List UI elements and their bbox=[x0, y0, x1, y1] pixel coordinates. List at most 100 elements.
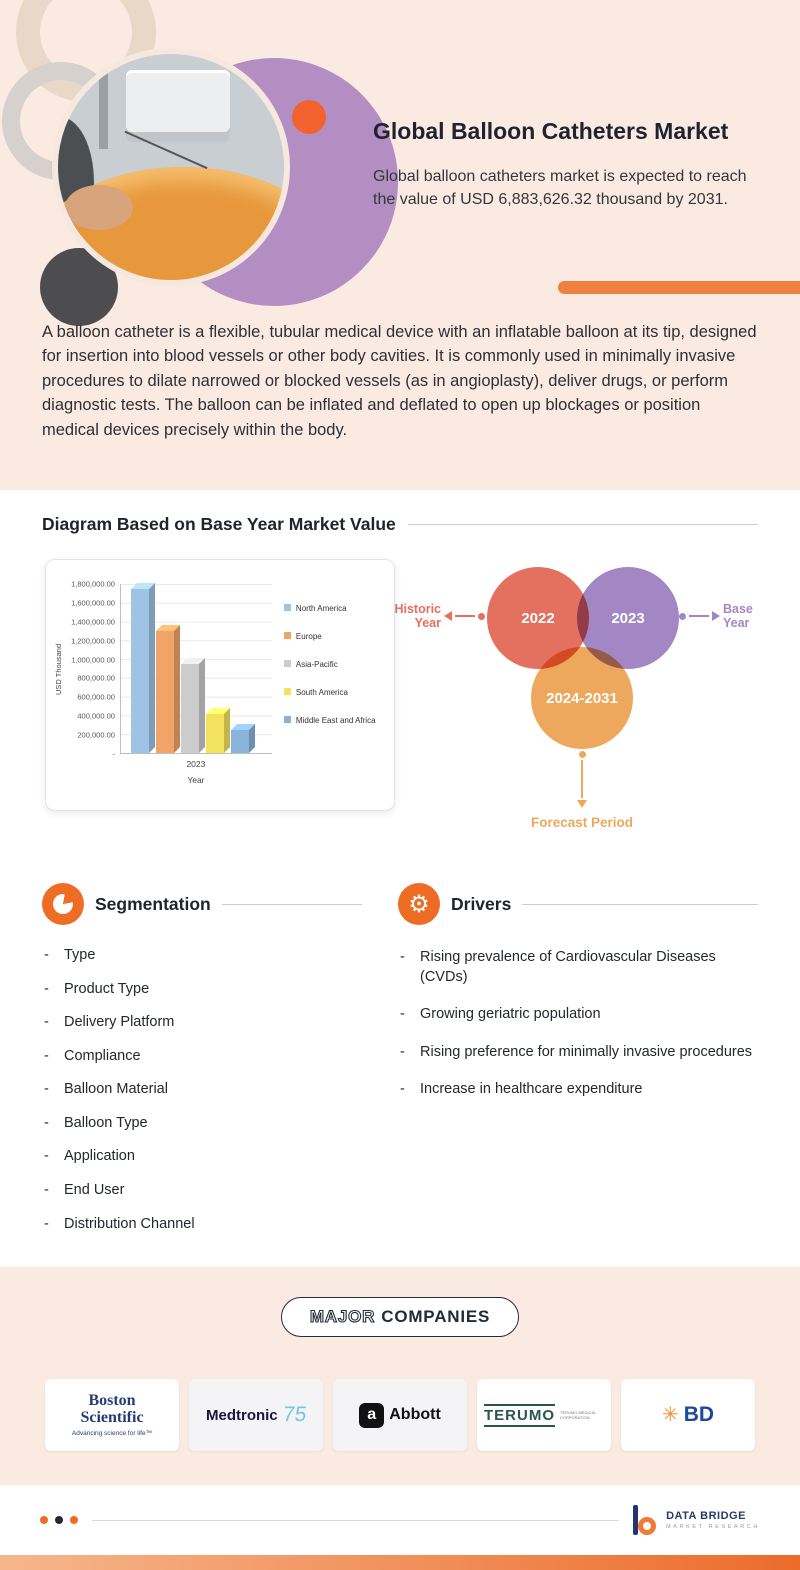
heading-divider bbox=[407, 524, 758, 525]
decorative-orange-dot bbox=[292, 100, 326, 134]
gear-icon: ⚙ bbox=[398, 883, 440, 925]
segmentation-item: Compliance bbox=[42, 1040, 362, 1074]
bd-logo-icon: ✳ bbox=[661, 1404, 679, 1427]
bd-logo: ✳ BD bbox=[661, 1403, 715, 1427]
x-tick-label: 2023 bbox=[186, 759, 206, 769]
dot-orange bbox=[40, 1516, 48, 1525]
connector-line bbox=[455, 615, 475, 618]
segmentation-item: Product Type bbox=[42, 973, 362, 1007]
major-companies-label-outline: MAJOR bbox=[309, 1307, 376, 1327]
diagram-heading-text: Diagram Based on Base Year Market Value bbox=[42, 514, 396, 534]
bottom-gradient-bar bbox=[0, 1555, 800, 1570]
driver-item: Rising prevalence of Cardiovascular Dise… bbox=[398, 939, 758, 996]
boston-scientific-tagline: Advancing science for life™ bbox=[71, 1429, 153, 1437]
company-card-terumo: TERUMO TERUMO MEDICAL CORPORATION bbox=[477, 1379, 611, 1452]
arrow-down-icon bbox=[577, 800, 587, 808]
y-ticks: 1,800,000.00 1,600,000.00 1,400,000.00 1,20… bbox=[63, 580, 120, 759]
bar-north-america bbox=[130, 588, 149, 753]
major-companies-button[interactable]: MAJOR COMPANIES bbox=[280, 1297, 520, 1338]
abbott-logo-icon: a bbox=[359, 1402, 385, 1428]
arrow-left-icon bbox=[444, 611, 452, 622]
company-card-bd: ✳ BD bbox=[621, 1379, 755, 1452]
company-card-boston-scientific: Boston Scientific Advancing science for … bbox=[45, 1379, 179, 1452]
diagram-row: USD Thousand 1,800,000.00 1,600,000.00 1,4… bbox=[45, 559, 758, 859]
heading-divider bbox=[522, 903, 758, 905]
venn-diagram: 2022 2023 2024-2031 Historic Year bbox=[394, 559, 758, 859]
medtronic-logo: Medtronic 75 bbox=[205, 1403, 308, 1427]
forecast-period-label: Forecast Period bbox=[530, 815, 634, 830]
chart-plot bbox=[119, 584, 272, 754]
driver-item: Rising preference for minimally invasive… bbox=[398, 1034, 758, 1072]
footer: DATA BRIDGE MARKET RESEARCH bbox=[0, 1485, 800, 1556]
dot-orange bbox=[70, 1516, 78, 1525]
segmentation-item: Balloon Material bbox=[42, 1073, 362, 1107]
connector-dot bbox=[679, 612, 686, 620]
segmentation-item: Delivery Platform bbox=[42, 1006, 362, 1040]
base-year-label: Base Year bbox=[723, 602, 753, 631]
venn-base-value: 2023 bbox=[611, 609, 645, 627]
arrow-right-icon bbox=[712, 611, 720, 622]
y-tick-label: 400,000.00 bbox=[77, 711, 115, 721]
segmentation-item: Application bbox=[42, 1140, 362, 1174]
driver-item: Increase in healthcare expenditure bbox=[398, 1071, 758, 1109]
heading-divider bbox=[221, 903, 362, 905]
segmentation-list: TypeProduct TypeDelivery PlatformComplia… bbox=[42, 939, 362, 1241]
plot-wrap: 2023 Year bbox=[119, 578, 272, 785]
segmentation-item: End User bbox=[42, 1174, 362, 1208]
terumo-logo: TERUMO TERUMO MEDICAL CORPORATION bbox=[484, 1403, 604, 1427]
diagram-heading: Diagram Based on Base Year Market Value bbox=[42, 514, 758, 535]
bar-middle-east-and-africa bbox=[230, 729, 249, 753]
y-axis-title: USD Thousand bbox=[54, 643, 63, 695]
segmentation-item: Balloon Type bbox=[42, 1107, 362, 1141]
venn-label-forecast: Forecast Period bbox=[512, 751, 652, 831]
accent-bar bbox=[558, 281, 800, 294]
legend-item: South America bbox=[283, 688, 386, 697]
venn-label-historic: Historic Year bbox=[387, 602, 485, 631]
legend-item: North America bbox=[283, 604, 386, 613]
y-tick-label: 1,200,000.00 bbox=[71, 636, 115, 646]
page-subtitle: Global balloon catheters market is expec… bbox=[373, 168, 747, 209]
abbott-logo: a Abbott bbox=[359, 1402, 441, 1428]
y-tick-label: 800,000.00 bbox=[77, 673, 115, 683]
drivers-column: ⚙ Drivers Rising prevalence of Cardiovas… bbox=[398, 883, 758, 1241]
legend-item: Middle East and Africa bbox=[283, 716, 386, 725]
segmentation-item: Distribution Channel bbox=[42, 1208, 362, 1242]
connector-line bbox=[689, 615, 709, 618]
hero-section: Global Balloon Catheters Market Global b… bbox=[0, 0, 800, 490]
dot-navy bbox=[55, 1516, 63, 1525]
historic-year-label: Historic Year bbox=[394, 602, 441, 631]
y-tick-label: - bbox=[112, 749, 115, 759]
market-description: A balloon catheter is a flexible, tubula… bbox=[42, 323, 757, 439]
venn-historic-value: 2022 bbox=[521, 609, 555, 627]
legend-item: Asia-Pacific bbox=[283, 660, 386, 669]
x-axis-title: Year bbox=[187, 775, 205, 785]
segmentation-header: Segmentation bbox=[42, 883, 362, 925]
segmentation-title: Segmentation bbox=[95, 893, 211, 914]
company-card-medtronic: Medtronic 75 bbox=[189, 1379, 323, 1452]
diagram-section: Diagram Based on Base Year Market Value … bbox=[0, 490, 800, 873]
segmentation-item: Type bbox=[42, 939, 362, 973]
y-tick-label: 600,000.00 bbox=[77, 692, 115, 702]
databridge-brand-sub: MARKET RESEARCH bbox=[666, 1524, 760, 1531]
pie-chart-icon bbox=[42, 883, 84, 925]
drivers-list: Rising prevalence of Cardiovascular Dise… bbox=[398, 939, 758, 1109]
y-tick-label: 200,000.00 bbox=[77, 730, 115, 740]
venn-forecast-value: 2024-2031 bbox=[546, 689, 618, 707]
venn-label-base: Base Year bbox=[679, 602, 775, 631]
major-companies-label-solid: COMPANIES bbox=[381, 1307, 491, 1327]
bar-south-america bbox=[205, 713, 224, 753]
segmentation-column: Segmentation TypeProduct TypeDelivery Pl… bbox=[42, 883, 362, 1241]
chart-legend: North America Europe Asia-Pacific South Ame… bbox=[283, 604, 386, 785]
databridge-logo-mark bbox=[633, 1505, 659, 1536]
boston-scientific-logo: Boston Scientific bbox=[80, 1392, 144, 1427]
bar-chart-card: USD Thousand 1,800,000.00 1,600,000.00 1,4… bbox=[45, 559, 395, 811]
company-cards: Boston Scientific Advancing science for … bbox=[45, 1379, 755, 1452]
connector-dot bbox=[478, 612, 485, 620]
company-card-abbott: a Abbott bbox=[333, 1379, 467, 1452]
databridge-brand-name: DATA BRIDGE bbox=[666, 1510, 746, 1523]
venn-circle-forecast: 2024-2031 bbox=[531, 647, 633, 749]
databridge-logo: DATA BRIDGE MARKET RESEARCH bbox=[633, 1505, 760, 1536]
photo-iv-pole bbox=[98, 54, 108, 149]
drivers-header: ⚙ Drivers bbox=[398, 883, 758, 925]
